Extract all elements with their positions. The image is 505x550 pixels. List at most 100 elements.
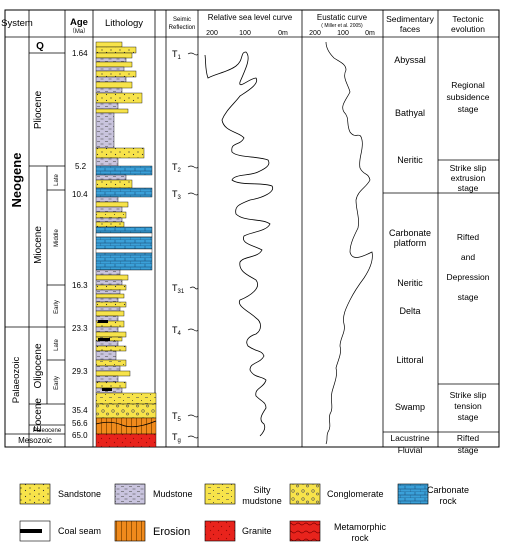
tectonic-rifted-depression-2: and — [461, 252, 475, 262]
face-bathyal: Bathyal — [395, 108, 425, 118]
series-q: Q — [36, 41, 44, 52]
legend-swatch-sandstone — [19, 483, 51, 505]
legend-erosion: Erosion — [153, 526, 190, 538]
relative-tick-100: 100 — [239, 30, 251, 37]
face-carbonate: Carbonate — [389, 228, 431, 238]
relative-tick-200: 200 — [206, 30, 218, 37]
tectonic-rifted-1: Rifted — [457, 433, 479, 443]
age-label: 1.64 — [72, 49, 88, 58]
faces-dividers — [383, 192, 438, 433]
legend-coal-bar — [20, 529, 42, 533]
header-eustatic: Eustatic curve — [317, 13, 368, 22]
reflection-t4: T4 — [172, 325, 182, 337]
legend-swatch-carbonate — [397, 483, 429, 505]
header-seismic-2: Reflection — [169, 25, 196, 31]
stage-miocene-middle: Middle — [54, 229, 60, 247]
legend-sandstone: Sandstone — [58, 489, 101, 499]
header-age-unit: （Ma） — [69, 28, 89, 35]
column-dividers — [28, 10, 439, 447]
legend-carbonate-2: rock — [439, 496, 457, 506]
eustatic-curve — [325, 41, 373, 445]
legend-coal-seam: Coal seam — [58, 526, 101, 536]
legend-swatch-mudstone — [114, 483, 146, 505]
legend-swatch-conglomerate — [289, 483, 321, 505]
age-label: 56.6 — [72, 419, 88, 428]
system-neogene: Neogene — [9, 153, 24, 208]
legend-silty-1: Silty — [253, 485, 271, 495]
header-lithology: Lithology — [105, 18, 143, 29]
age-label: 23.3 — [72, 324, 88, 333]
age-label: 16.3 — [72, 281, 88, 290]
legend: Sandstone Mudstone Silty mudstone Conglo… — [19, 483, 469, 543]
lithology-column — [95, 41, 157, 448]
age-label: 10.4 — [72, 190, 88, 199]
face-fluvial: Fluvial — [398, 445, 423, 455]
relative-tick-0: 0m — [278, 30, 288, 37]
tectonic-tension-2: tension — [454, 401, 482, 411]
legend-swatch-erosion — [114, 520, 146, 542]
tectonic-tension-1: Strike slip — [450, 390, 487, 400]
reflection-tg: Tg — [172, 432, 181, 444]
face-swamp: Swamp — [395, 402, 425, 412]
header-sedimentary-faces-2: faces — [400, 24, 420, 34]
face-littoral: Littoral — [396, 355, 423, 365]
system-mesozoic: Mesozoic — [18, 436, 52, 445]
stage-miocene-early: Early — [54, 300, 60, 314]
header-relative-sea-level: Relative sea level curve — [208, 13, 293, 22]
stage-oligocene-late: Late — [54, 339, 60, 351]
tectonic-extrusion-1: Strike slip — [450, 163, 487, 173]
age-label: 29.3 — [72, 367, 88, 376]
eustatic-tick-200: 200 — [309, 30, 321, 37]
tectonic-regional-3: stage — [458, 104, 479, 114]
eustatic-tick-0: 0m — [365, 30, 375, 37]
face-neritic-2: Neritic — [397, 278, 423, 288]
series-dividers — [29, 52, 65, 426]
legend-swatch-granite — [204, 520, 236, 542]
reflection-t1: T1 — [172, 49, 182, 61]
series-miocene: Miocene — [33, 226, 44, 264]
reflection-t31: T31 — [172, 283, 185, 295]
header-system: System — [1, 18, 33, 29]
legend-swatch-metamorphic — [289, 520, 321, 542]
header-tectonic-1: Tectonic — [452, 14, 484, 24]
face-abyssal: Abyssal — [394, 55, 426, 65]
system-dividers — [5, 326, 65, 435]
legend-silty-2: mudstone — [242, 496, 282, 506]
face-delta: Delta — [399, 306, 420, 316]
series-paleocene: Paleocene — [33, 428, 62, 434]
face-neritic: Neritic — [397, 155, 423, 165]
series-oligocene: Oligocene — [33, 343, 44, 388]
series-eocene: Eocene — [33, 398, 44, 432]
reflection-t5: T5 — [172, 411, 182, 423]
header-age: Age — [70, 17, 88, 28]
stage-oligocene-early: Early — [54, 376, 60, 390]
legend-mudstone: Mudstone — [153, 489, 193, 499]
table-frame — [4, 9, 500, 448]
reflections: T1 T2 T3 T31 T4 T5 Tg — [172, 49, 199, 444]
tectonic-dividers — [438, 159, 499, 433]
series-pliocene: Pliocene — [33, 90, 44, 129]
stage-miocene-late: Late — [54, 174, 60, 186]
tectonic-rifted-depression-3: Depression — [447, 272, 490, 282]
eustatic-tick-100: 100 — [337, 30, 349, 37]
tectonic-rifted-depression-4: stage — [458, 292, 479, 302]
legend-conglomerate: Conglomerate — [327, 489, 384, 499]
tectonic-regional-2: subsidence — [446, 92, 489, 102]
header-sedimentary-faces-1: Sedimentary — [386, 14, 434, 24]
legend-swatch-silty-mudstone — [204, 483, 236, 505]
legend-granite: Granite — [242, 526, 272, 536]
reflection-t3: T3 — [172, 189, 182, 201]
sedimentary-faces: Abyssal Bathyal Neritic Carbonate platfo… — [389, 55, 431, 455]
age-label: 35.4 — [72, 406, 88, 415]
tectonic-tension-3: stage — [458, 412, 479, 422]
tectonic-rifted-2: stage — [458, 445, 479, 455]
header-seismic-1: Seimic — [173, 17, 191, 23]
tectonic-evolution: Regional subsidence stage Strike slip ex… — [446, 80, 489, 455]
face-platform: platform — [394, 238, 427, 248]
tectonic-regional-1: Regional — [451, 80, 485, 90]
legend-metamorphic-2: rock — [351, 533, 369, 543]
age-label: 5.2 — [75, 162, 87, 171]
age-label: 65.0 — [72, 431, 88, 440]
header-tectonic-2: evolution — [451, 24, 485, 34]
